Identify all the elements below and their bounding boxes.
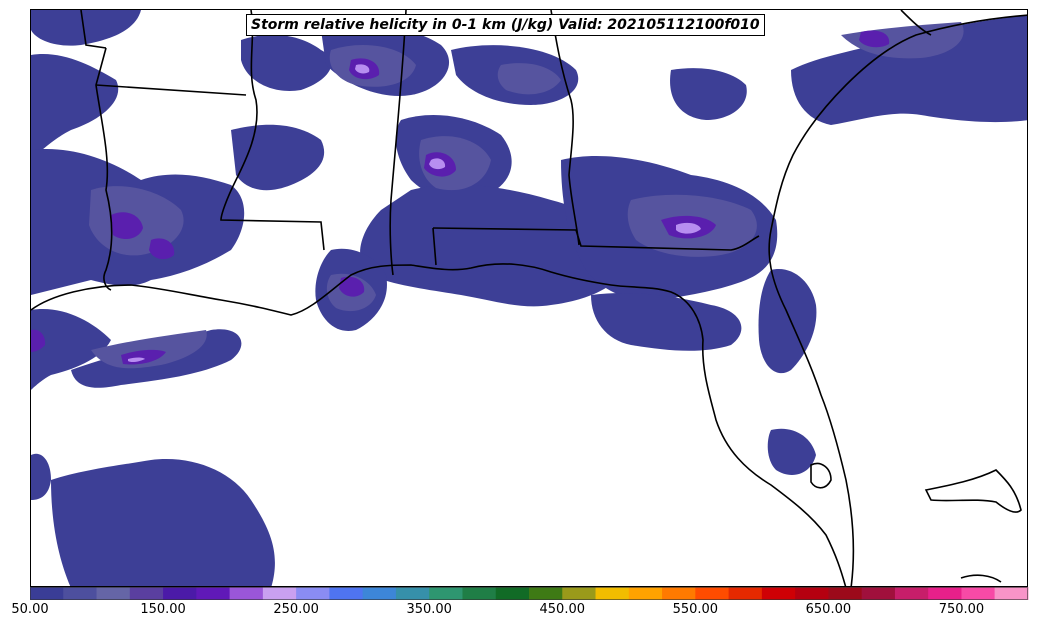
colorbar-swatch <box>795 587 829 600</box>
state-line <box>80 10 107 49</box>
colorbar-swatch <box>395 587 430 600</box>
map-panel <box>30 9 1028 587</box>
state-line <box>389 10 407 276</box>
colorbar-swatch <box>229 587 264 600</box>
state-line <box>95 47 113 291</box>
colorbar-swatch <box>495 587 530 600</box>
boundaries <box>31 10 1027 586</box>
colorbar-swatch <box>329 587 364 600</box>
colorbar-outline <box>30 587 1028 600</box>
state-line <box>220 10 325 251</box>
colorbar-tick-label: 50.00 <box>11 602 49 617</box>
colorbar-swatch <box>462 587 497 600</box>
map-title: Storm relative helicity in 0-1 km (J/kg)… <box>246 14 765 36</box>
helicity-map <box>31 10 1027 586</box>
lake-outline <box>810 462 832 489</box>
colorbar-tick-label: 450.00 <box>539 602 586 617</box>
state-line <box>432 227 437 266</box>
colorbar-tick-label: 650.00 <box>805 602 852 617</box>
colorbar-tick-label: 350.00 <box>406 602 452 617</box>
colorbar-swatch <box>296 587 330 600</box>
colorbar-swatch <box>761 587 796 600</box>
colorbar-swatch <box>861 587 896 600</box>
colorbar-swatch <box>429 587 463 600</box>
colorbar-tick-label: 250.00 <box>273 602 319 617</box>
colorbar-swatch <box>30 587 64 600</box>
state-line <box>550 10 580 246</box>
colorbar-swatch <box>96 587 131 600</box>
colorbar-swatch <box>894 587 929 600</box>
colorbar-swatch <box>828 587 863 600</box>
colorbar-swatch <box>163 587 197 600</box>
colorbar-swatch <box>63 587 98 600</box>
island-outline <box>924 469 1022 513</box>
colorbar-swatch <box>695 587 730 600</box>
state-line <box>95 84 247 96</box>
coastline <box>768 14 1027 586</box>
colorbar-labels: 50.00 150.00 250.00 350.00 450.00 550.00 650.0… <box>0 602 1037 622</box>
state-line <box>432 227 760 251</box>
colorbar-swatch <box>928 587 962 600</box>
colorbar-swatch <box>529 587 563 600</box>
colorbar-swatch <box>262 587 297 600</box>
colorbar-tick-label: 750.00 <box>938 602 985 617</box>
colorbar-swatch <box>628 587 663 600</box>
colorbar-swatch <box>362 587 397 600</box>
coastline <box>31 263 847 586</box>
colorbar-swatch <box>562 587 597 600</box>
colorbar <box>30 587 1029 600</box>
helicity-fill-peak <box>128 64 701 363</box>
colorbar-swatch <box>129 587 164 600</box>
helicity-fill-low <box>31 10 1027 586</box>
colorbar-swatch <box>662 587 696 600</box>
island-outline <box>960 574 1002 583</box>
colorbar-swatch <box>595 587 630 600</box>
colorbar-tick-label: 550.00 <box>672 602 719 617</box>
colorbar-swatch <box>961 587 996 600</box>
colorbar-extend-arrow <box>994 587 1028 600</box>
colorbar-tick-label: 150.00 <box>140 602 186 617</box>
state-line <box>900 10 932 36</box>
colorbar-swatch <box>728 587 763 600</box>
colorbar-swatch <box>196 587 231 600</box>
